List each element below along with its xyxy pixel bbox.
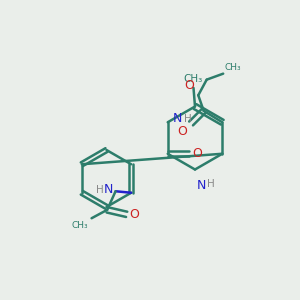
Text: H: H bbox=[207, 179, 215, 189]
Text: N: N bbox=[173, 112, 182, 125]
Text: CH₃: CH₃ bbox=[72, 221, 88, 230]
Text: O: O bbox=[177, 125, 187, 138]
Text: N: N bbox=[104, 183, 113, 196]
Text: CH₃: CH₃ bbox=[184, 74, 203, 84]
Text: H: H bbox=[184, 114, 191, 124]
Text: O: O bbox=[184, 79, 194, 92]
Text: O: O bbox=[130, 208, 140, 221]
Text: H: H bbox=[96, 185, 104, 195]
Text: O: O bbox=[192, 147, 202, 160]
Text: N: N bbox=[196, 179, 206, 192]
Text: CH₃: CH₃ bbox=[225, 63, 242, 72]
